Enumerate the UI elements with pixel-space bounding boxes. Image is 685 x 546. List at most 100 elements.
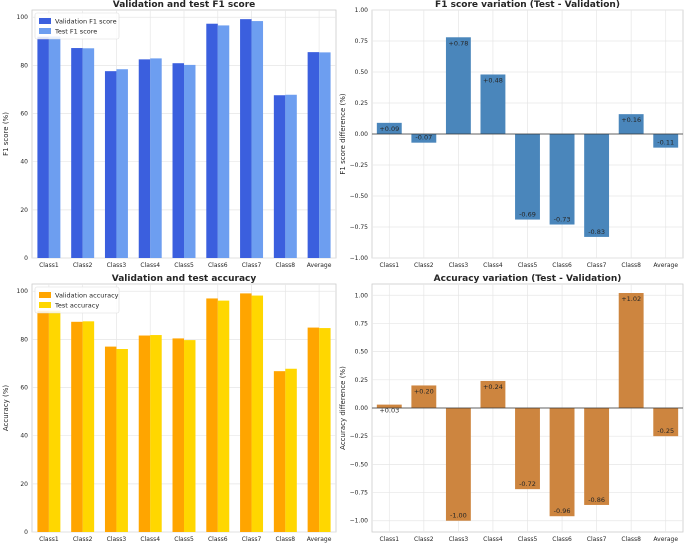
data-label: -0.11 [657, 139, 674, 147]
x-tick-label: Class5 [174, 536, 194, 543]
data-label: -0.72 [519, 480, 536, 488]
legend-label: Validation accuracy [55, 292, 119, 300]
bar-class8-0 [273, 371, 286, 532]
chart-title: Accuracy variation (Test - Validation) [434, 274, 622, 284]
y-tick-label: 1.00 [355, 7, 369, 14]
x-tick-label: Average [653, 262, 678, 269]
data-label: +1.02 [621, 295, 641, 303]
bar-class8-1 [285, 368, 297, 532]
y-tick-label: 0.00 [355, 405, 369, 412]
legend-swatch [39, 292, 51, 298]
bar-class3-0 [104, 346, 117, 532]
bar-average-0 [307, 327, 320, 532]
x-tick-label: Class2 [414, 262, 434, 269]
x-tick-label: Class3 [449, 262, 469, 269]
y-tick-label: 0.50 [355, 69, 369, 76]
bar-class2-0 [71, 48, 83, 258]
bar-class2-0 [71, 321, 83, 532]
y-tick-label: 0.00 [355, 131, 369, 138]
x-tick-label: Class3 [107, 262, 127, 269]
y-axis-label: F1 score difference (%) [339, 93, 347, 174]
y-tick-label: −0.75 [350, 224, 369, 231]
x-tick-label: Average [653, 536, 678, 543]
bar-class5 [515, 134, 540, 220]
legend-label: Test accuracy [54, 302, 99, 310]
bar-class2 [411, 134, 437, 143]
chart-title: F1 score variation (Test - Validation) [435, 0, 620, 10]
bar-class1-1 [48, 36, 61, 258]
data-label: +0.20 [414, 387, 434, 395]
y-axis-label: Accuracy (%) [2, 385, 10, 432]
y-tick-label: 0.25 [355, 377, 369, 384]
y-tick-label: −0.25 [350, 433, 369, 440]
x-tick-label: Class6 [208, 536, 228, 543]
f1-variation-chart: +0.09 -0.07 +0.78 +0.48 -0.69 -0.73 -0.83 +0.16… [339, 0, 684, 269]
data-label: -0.73 [554, 216, 571, 224]
y-tick-label: 1.00 [355, 292, 369, 299]
y-tick-label: 0.75 [355, 320, 369, 327]
data-label: +0.03 [379, 407, 399, 415]
x-tick-label: Class6 [208, 262, 228, 269]
data-label: -0.83 [588, 228, 605, 236]
y-tick-label: 100 [17, 288, 29, 295]
bar-class4 [480, 74, 506, 134]
bar-class1-1 [48, 310, 61, 532]
x-tick-label: Class7 [587, 262, 607, 269]
bar-class1-0 [37, 36, 49, 259]
chart-title: Validation and test F1 score [113, 0, 256, 10]
y-tick-label: −0.75 [350, 490, 369, 497]
x-tick-label: Class1 [379, 262, 399, 269]
legend-label: Validation F1 score [55, 18, 117, 26]
bar-class2 [411, 385, 437, 408]
y-tick-label: −0.50 [350, 193, 369, 200]
y-tick-label: 60 [20, 111, 28, 118]
x-tick-label: Class4 [483, 262, 503, 269]
bar-class4 [480, 380, 506, 408]
y-axis-label: F1 score (%) [2, 112, 10, 156]
y-tick-label: −0.25 [350, 162, 369, 169]
y-tick-label: 0.75 [355, 38, 369, 45]
x-tick-label: Class4 [140, 262, 160, 269]
y-tick-label: −1.00 [350, 255, 369, 262]
x-tick-label: Class8 [621, 536, 641, 543]
bar-class3-1 [116, 349, 128, 532]
y-tick-label: 80 [20, 62, 28, 69]
bar-average-1 [319, 52, 331, 259]
x-tick-label: Class2 [414, 536, 434, 543]
y-tick-label: 0 [24, 255, 28, 262]
bar-class7 [584, 134, 610, 237]
chart-title: Validation and test accuracy [112, 274, 257, 284]
x-tick-label: Class8 [276, 536, 296, 543]
accuracy-chart: 0 20 40 60 80 100 Class1 Class2 Class3 Class4 Clas… [2, 274, 337, 543]
bar-class2-1 [82, 48, 95, 259]
bar-class3-1 [116, 69, 128, 258]
data-label: +0.16 [621, 116, 641, 124]
y-tick-label: 40 [20, 433, 28, 440]
bar-class4-1 [150, 58, 162, 258]
bar-average-0 [307, 52, 320, 258]
y-tick-label: 80 [20, 336, 28, 343]
bar-class3-0 [104, 71, 117, 258]
data-label: -1.00 [450, 512, 467, 520]
data-label: +0.48 [483, 76, 503, 84]
x-tick-label: Class6 [552, 536, 572, 543]
legend-label: Test F1 score [54, 28, 97, 36]
bar-class6 [549, 408, 575, 517]
bar-class7-1 [251, 295, 264, 532]
x-tick-label: Class7 [242, 536, 262, 543]
bar-class5-0 [172, 338, 184, 532]
data-label: +0.24 [483, 383, 503, 391]
x-tick-label: Class7 [242, 262, 262, 269]
x-tick-label: Class2 [73, 536, 93, 543]
bar-class1 [376, 404, 402, 408]
bar-class6-1 [217, 300, 230, 532]
x-tick-label: Class5 [518, 536, 538, 543]
legend-box [34, 12, 120, 40]
x-tick-label: Class7 [587, 536, 607, 543]
x-tick-label: Class5 [174, 262, 194, 269]
bar-class7-1 [251, 21, 264, 258]
x-tick-label: Class4 [483, 536, 503, 543]
bar-class8-0 [273, 95, 286, 258]
y-tick-label: 20 [20, 207, 28, 214]
bar-class1 [376, 122, 402, 134]
